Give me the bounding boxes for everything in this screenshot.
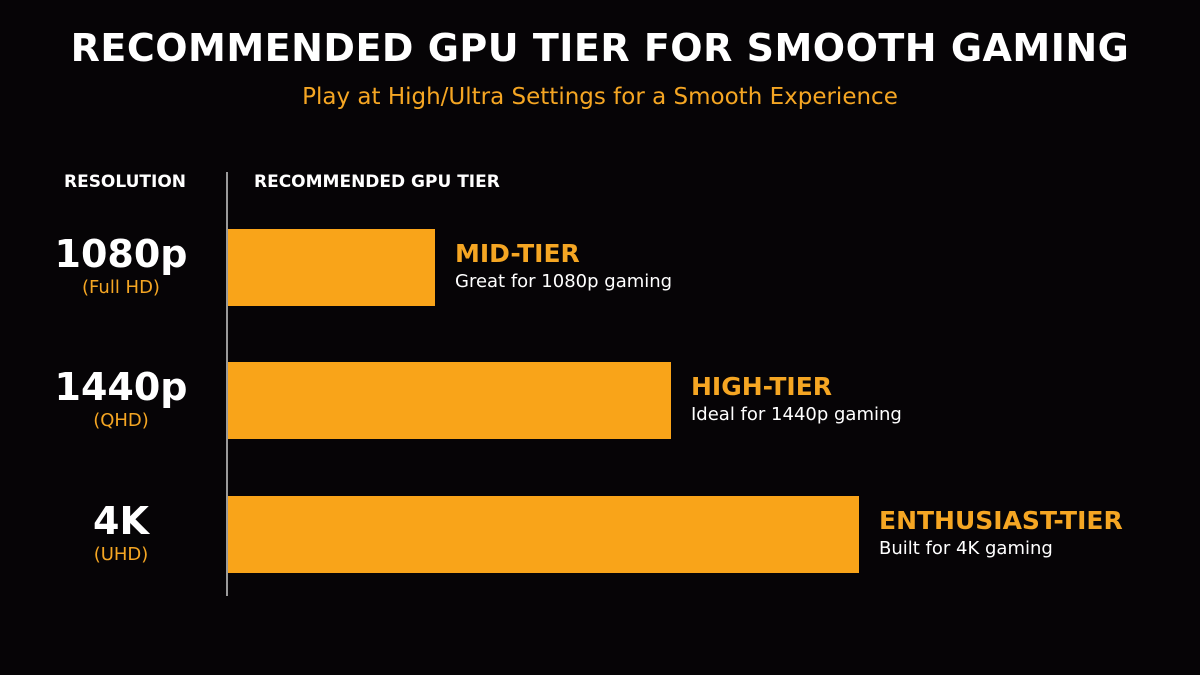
resolution-sublabel: (Full HD) xyxy=(82,277,160,298)
resolution-value: 4K xyxy=(93,499,149,543)
tier-bar-3 xyxy=(228,496,859,573)
chart-subtitle: Play at High/Ultra Settings for a Smooth… xyxy=(302,84,898,110)
axis-divider-line xyxy=(226,172,228,596)
tier-description: Ideal for 1440p gaming xyxy=(691,404,902,425)
tier-column-header: RECOMMENDED GPU TIER xyxy=(254,172,500,192)
resolution-value: 1080p xyxy=(54,232,188,276)
tier-label-1: MID-TIER Great for 1080p gaming xyxy=(455,239,672,295)
tier-name: ENTHUSIAST-TIER xyxy=(879,506,1123,535)
tier-description: Great for 1080p gaming xyxy=(455,271,673,292)
tier-name: MID-TIER xyxy=(455,239,580,268)
resolution-label-3: 4K (UHD) xyxy=(40,499,202,567)
tier-bar-2 xyxy=(228,362,671,439)
tier-description: Built for 4K gaming xyxy=(879,538,1053,559)
resolution-label-2: 1440p (QHD) xyxy=(40,365,202,433)
resolution-value: 1440p xyxy=(54,365,188,409)
tier-bar-1 xyxy=(228,229,435,306)
resolution-sublabel: (UHD) xyxy=(93,544,149,565)
resolution-label-1: 1080p (Full HD) xyxy=(40,232,202,300)
resolution-column-header: RESOLUTION xyxy=(63,172,187,192)
chart-title: RECOMMENDED GPU TIER FOR SMOOTH GAMING xyxy=(70,26,1130,70)
tier-label-2: HIGH-TIER Ideal for 1440p gaming xyxy=(691,372,902,428)
tier-name: HIGH-TIER xyxy=(691,372,833,401)
resolution-sublabel: (QHD) xyxy=(93,410,149,431)
tier-label-3: ENTHUSIAST-TIER Built for 4K gaming xyxy=(879,506,1123,562)
